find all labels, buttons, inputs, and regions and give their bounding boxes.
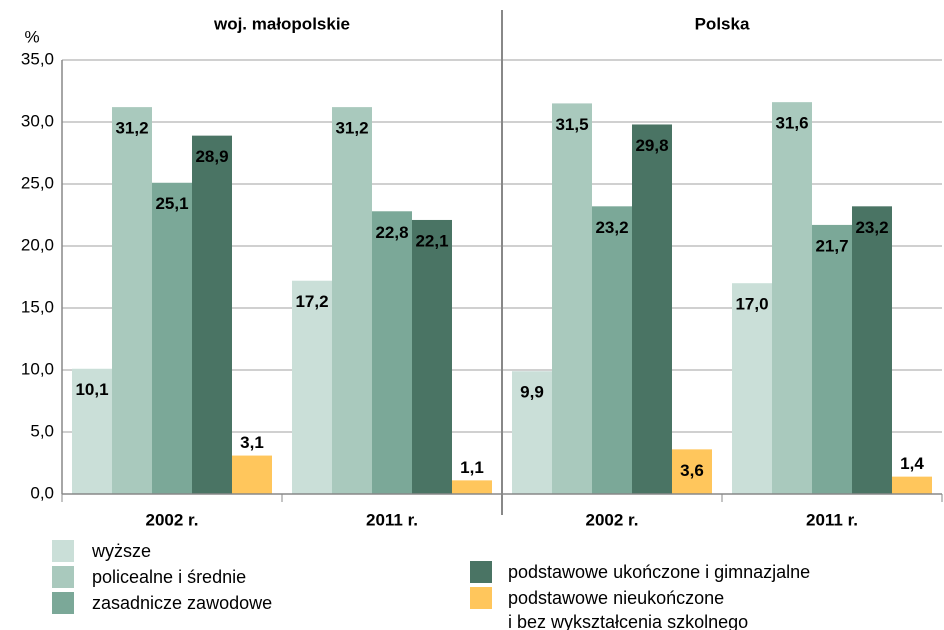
y-tick-label: 5,0 bbox=[30, 421, 54, 440]
bar bbox=[292, 280, 332, 494]
legend-label: policealne i średnie bbox=[92, 567, 247, 587]
data-label: 28,9 bbox=[195, 147, 228, 166]
bar bbox=[112, 107, 152, 495]
bar bbox=[512, 371, 552, 494]
data-label: 22,8 bbox=[375, 223, 408, 242]
bar bbox=[232, 455, 272, 494]
y-tick-label: 30,0 bbox=[21, 111, 54, 130]
bar bbox=[892, 476, 932, 494]
bar bbox=[452, 480, 492, 494]
data-label: 21,7 bbox=[815, 236, 848, 255]
legend-swatch bbox=[52, 540, 74, 562]
bar bbox=[732, 283, 772, 494]
y-tick-label: 15,0 bbox=[21, 297, 54, 316]
data-label: 1,4 bbox=[900, 454, 924, 473]
y-axis-label: % bbox=[24, 27, 39, 46]
data-label: 23,2 bbox=[855, 218, 888, 237]
data-label: 10,1 bbox=[75, 380, 108, 399]
data-label: 31,5 bbox=[555, 115, 588, 134]
bar bbox=[632, 124, 672, 494]
bar bbox=[852, 206, 892, 494]
legend-swatch bbox=[470, 587, 492, 609]
bar bbox=[552, 103, 592, 495]
data-label: 9,9 bbox=[520, 383, 544, 402]
bar bbox=[72, 368, 112, 494]
data-label: 3,6 bbox=[680, 461, 704, 480]
data-label: 31,2 bbox=[115, 119, 148, 138]
data-label: 23,2 bbox=[595, 218, 628, 237]
bar bbox=[192, 135, 232, 494]
bar bbox=[672, 449, 712, 494]
bar bbox=[772, 102, 812, 494]
x-tick-label: 2011 r. bbox=[366, 510, 418, 529]
bar bbox=[412, 219, 452, 494]
data-label: 25,1 bbox=[155, 194, 188, 213]
data-label: 29,8 bbox=[635, 136, 668, 155]
x-tick-label: 2002 r. bbox=[146, 510, 199, 529]
data-label: 1,1 bbox=[460, 458, 484, 477]
data-label: 31,2 bbox=[335, 119, 368, 138]
data-label: 3,1 bbox=[240, 433, 264, 452]
bar bbox=[372, 211, 412, 494]
legend-label: zasadnicze zawodowe bbox=[92, 593, 273, 613]
y-tick-label: 0,0 bbox=[30, 483, 54, 502]
y-tick-label: 35,0 bbox=[21, 49, 54, 68]
bar bbox=[812, 224, 852, 495]
legend-swatch bbox=[470, 561, 492, 583]
data-label: 17,2 bbox=[295, 292, 328, 311]
y-tick-label: 20,0 bbox=[21, 235, 54, 254]
legend-swatch bbox=[52, 592, 74, 614]
legend-label: podstawowe ukończone i gimnazjalne bbox=[508, 562, 811, 582]
y-tick-label: 10,0 bbox=[21, 359, 54, 378]
legend-label: wyższe bbox=[92, 541, 152, 561]
bar bbox=[592, 206, 632, 494]
legend-swatch bbox=[52, 566, 74, 588]
legend-label: podstawowe nieukończone i bez wykształce… bbox=[508, 588, 749, 630]
bar bbox=[332, 107, 372, 495]
bar bbox=[152, 182, 192, 494]
x-tick-label: 2002 r. bbox=[586, 510, 639, 529]
y-tick-label: 25,0 bbox=[21, 173, 54, 192]
group-title: woj. małopolskie bbox=[213, 14, 350, 33]
x-tick-label: 2011 r. bbox=[806, 510, 858, 529]
data-label: 22,1 bbox=[415, 231, 448, 250]
group-title: Polska bbox=[695, 14, 750, 33]
data-label: 17,0 bbox=[735, 295, 768, 314]
data-label: 31,6 bbox=[775, 114, 808, 133]
